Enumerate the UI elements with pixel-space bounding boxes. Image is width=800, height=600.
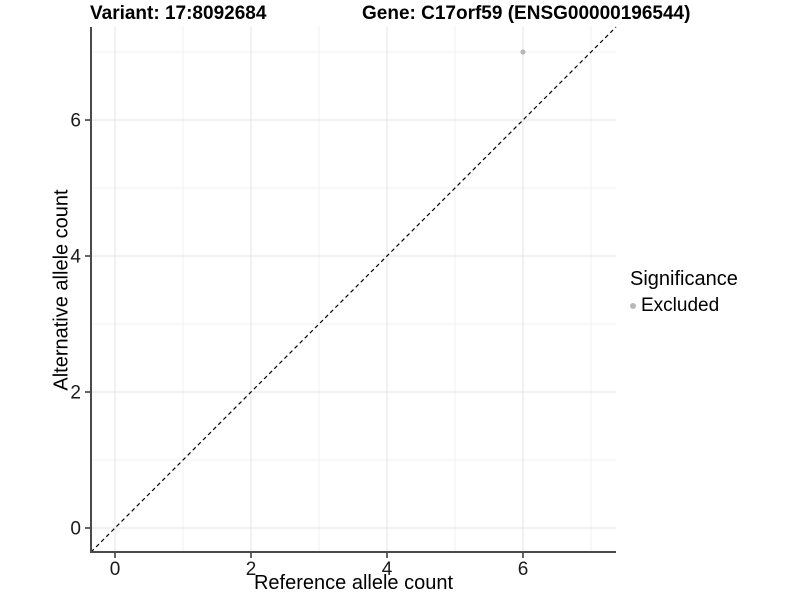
y-tick-label: 2 xyxy=(70,383,81,404)
legend: Significance Excluded xyxy=(630,268,738,317)
legend-item-excluded: Excluded xyxy=(630,295,738,317)
data-point xyxy=(520,49,526,55)
x-tick-label: 2 xyxy=(246,559,257,580)
plot-title-variant: Variant: 17:8092684 xyxy=(90,3,267,24)
legend-title: Significance xyxy=(630,268,738,290)
identity-reference-line xyxy=(90,26,617,553)
y-tick-label: 4 xyxy=(70,247,81,268)
legend-item-label: Excluded xyxy=(641,295,720,316)
legend-point-icon xyxy=(630,303,636,309)
x-tick-label: 4 xyxy=(382,559,393,580)
plot-title-gene: Gene: C17orf59 (ENSG00000196544) xyxy=(362,3,691,24)
y-tick-label: 6 xyxy=(70,111,81,132)
y-tick-label: 0 xyxy=(70,518,81,539)
x-tick-label: 0 xyxy=(110,559,121,580)
x-axis-title: Reference allele count xyxy=(253,572,453,594)
x-tick-label: 6 xyxy=(518,559,529,580)
y-axis-title: Alternative allele count xyxy=(50,189,73,391)
